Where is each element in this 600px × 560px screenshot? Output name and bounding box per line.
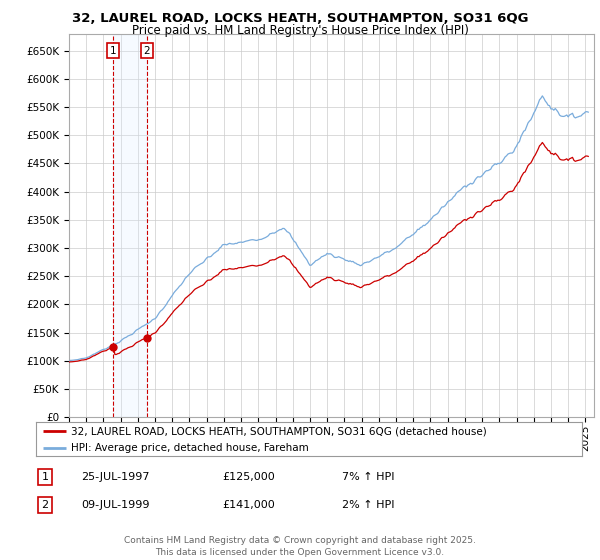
Text: 7% ↑ HPI: 7% ↑ HPI: [342, 472, 395, 482]
Text: HPI: Average price, detached house, Fareham: HPI: Average price, detached house, Fare…: [71, 443, 309, 452]
Text: 32, LAUREL ROAD, LOCKS HEATH, SOUTHAMPTON, SO31 6QG (detached house): 32, LAUREL ROAD, LOCKS HEATH, SOUTHAMPTO…: [71, 426, 487, 436]
Text: 1: 1: [110, 46, 116, 56]
Text: Contains HM Land Registry data © Crown copyright and database right 2025.
This d: Contains HM Land Registry data © Crown c…: [124, 536, 476, 557]
Text: 2: 2: [41, 500, 49, 510]
Text: 1: 1: [41, 472, 49, 482]
Text: Price paid vs. HM Land Registry's House Price Index (HPI): Price paid vs. HM Land Registry's House …: [131, 24, 469, 36]
Text: 25-JUL-1997: 25-JUL-1997: [81, 472, 149, 482]
Text: 2% ↑ HPI: 2% ↑ HPI: [342, 500, 395, 510]
Bar: [113, 34, 147, 417]
Text: 2: 2: [143, 46, 150, 56]
Text: £141,000: £141,000: [222, 500, 275, 510]
Text: £125,000: £125,000: [222, 472, 275, 482]
Text: 09-JUL-1999: 09-JUL-1999: [81, 500, 149, 510]
Text: 32, LAUREL ROAD, LOCKS HEATH, SOUTHAMPTON, SO31 6QG: 32, LAUREL ROAD, LOCKS HEATH, SOUTHAMPTO…: [72, 12, 528, 25]
